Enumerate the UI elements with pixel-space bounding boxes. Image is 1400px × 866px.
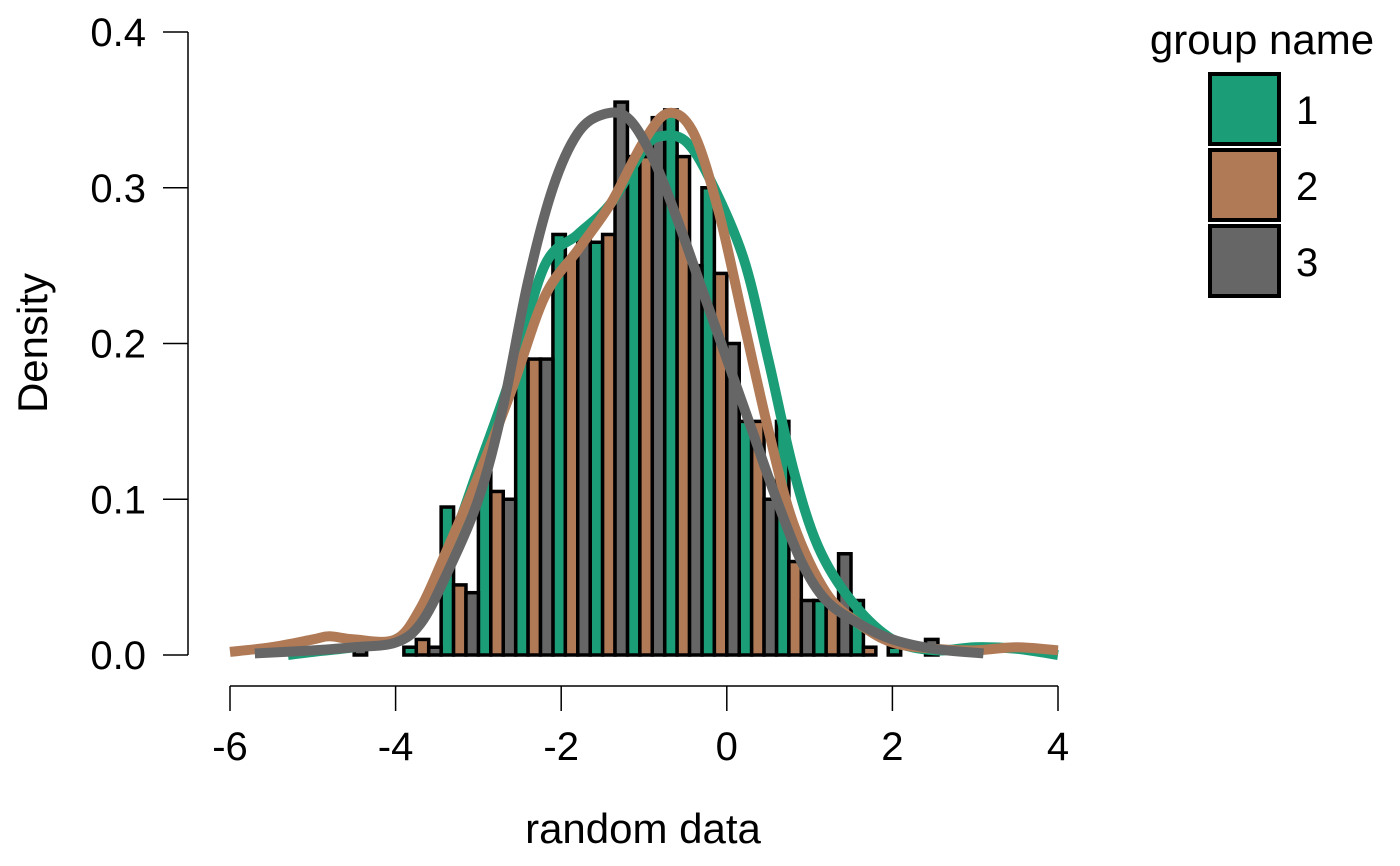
histogram-bar-2-10 [787, 559, 804, 657]
histogram-bar-2-0 [414, 637, 431, 657]
histogram-bar-2-12 [861, 645, 878, 657]
histogram-bar-2-6 [638, 154, 655, 657]
y-tick-label-2: 0.2 [90, 323, 146, 367]
histogram-bar-3-9 [725, 341, 741, 657]
histogram-bar-1-11 [811, 598, 828, 657]
histogram-bar-1-5 [588, 240, 605, 657]
histogram-bar-2-5 [600, 232, 617, 657]
histogram-bar-3-5 [576, 232, 592, 657]
x-axis: -6 -4 -2 0 2 4 [212, 685, 1069, 769]
x-tick-label-5: 4 [1047, 725, 1069, 769]
density-curve-3 [254, 107, 984, 659]
histogram-bar-1-3 [513, 357, 530, 657]
histogram-bar-1-9 [737, 419, 754, 657]
x-tick-label-0: -6 [212, 725, 248, 769]
legend-label-3: 3 [1296, 241, 1318, 285]
legend-swatch-1 [1208, 72, 1281, 146]
histogram-bar-3-11 [799, 598, 816, 657]
x-axis-title: random data [525, 805, 761, 852]
histogram-bar-1-8 [700, 186, 717, 657]
y-tick-label-4: 0.4 [90, 11, 146, 55]
y-tick-label-1: 0.1 [90, 478, 146, 522]
histogram-bar-3-4 [538, 357, 555, 657]
y-axis: 0.0 0.1 0.2 0.3 0.4 [90, 11, 189, 678]
x-tick-label-3: 0 [716, 725, 738, 769]
legend-title: group name [1150, 16, 1374, 63]
histogram-bar-1-4 [551, 232, 568, 657]
histogram-bar-1-6 [625, 154, 642, 657]
density-curves [229, 107, 1059, 660]
legend: group name 1 2 3 [1150, 16, 1374, 298]
legend-label-2: 2 [1296, 165, 1318, 209]
histogram-bar-2-1 [451, 583, 468, 657]
histogram-bar-3-10 [762, 497, 779, 657]
histogram-bar-3-8 [687, 263, 704, 657]
histogram-bars [352, 100, 940, 657]
histogram-bar-1-0 [402, 645, 419, 657]
x-tick-label-4: 2 [881, 725, 903, 769]
histogram-bar-3-6 [613, 100, 630, 657]
legend-swatch-3 [1208, 224, 1281, 298]
histogram-bar-2-3 [526, 357, 543, 657]
y-tick-label-3: 0.3 [90, 167, 146, 211]
histogram-bar-2-4 [563, 256, 580, 657]
histogram-bar-3-1 [426, 645, 443, 657]
x-tick-label-1: -4 [378, 725, 414, 769]
legend-swatch-2 [1208, 148, 1281, 222]
histogram-bar-2-2 [489, 489, 505, 657]
histogram-bar-3-7 [650, 115, 667, 657]
legend-label-1: 1 [1296, 89, 1318, 133]
histogram-bar-3-3 [501, 497, 518, 657]
y-tick-label-0: 0.0 [90, 634, 146, 678]
x-tick-label-2: -2 [543, 725, 579, 769]
histogram-bar-3-2 [464, 590, 481, 657]
y-axis-title: Density [9, 273, 56, 413]
